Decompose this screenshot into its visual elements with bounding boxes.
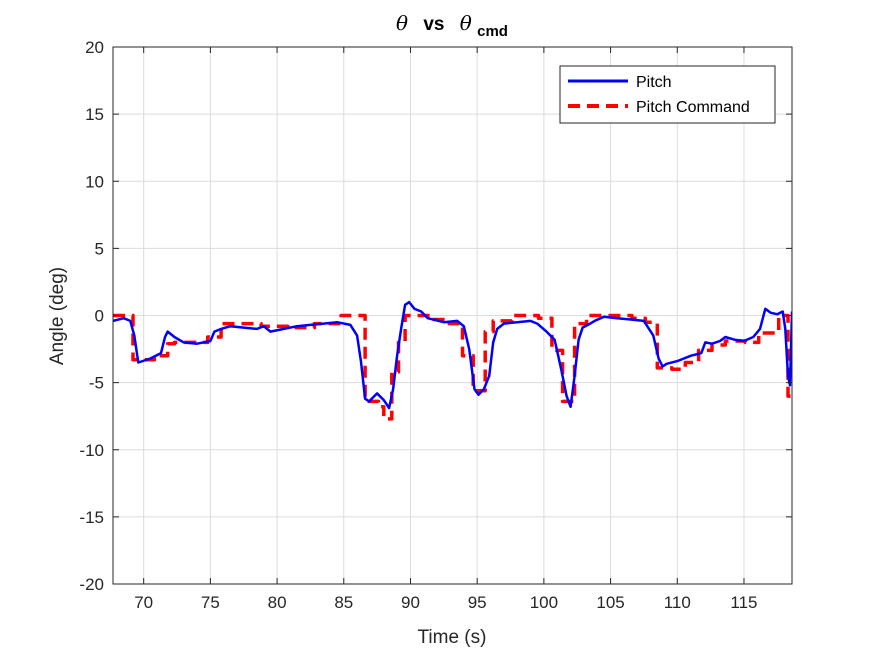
x-tick-label: 110 [664, 593, 691, 612]
legend-box [559, 65, 776, 124]
title-vs: vs [423, 14, 444, 35]
x-tick-label: 105 [596, 593, 624, 612]
y-tick-label: -20 [79, 575, 104, 594]
legend: Pitch Pitch Command [559, 65, 776, 124]
series-line-pitch [113, 300, 792, 410]
y-tick-label: -10 [79, 441, 104, 460]
y-tick-label: 15 [85, 105, 104, 124]
y-axis-label: Angle (deg) [47, 267, 68, 365]
y-tick-label: -15 [79, 508, 104, 527]
x-tick-label: 80 [268, 593, 287, 612]
y-tick-label: -5 [89, 374, 104, 393]
y-tick-label: 0 [95, 307, 104, 326]
title-subscript: cmd [477, 23, 508, 40]
chart-title: θ vs θ cmd [396, 11, 508, 40]
x-tick-label: 75 [201, 593, 220, 612]
series-lines [113, 300, 792, 421]
y-tick-label: 5 [95, 239, 104, 258]
series-line-pitch-command [113, 313, 792, 421]
legend-label-pitch: Pitch [636, 74, 672, 91]
axis-ticks: 70 75 80 85 90 95 100 105 110 115 -20 -15 -10 -5 0 5 10 1… [79, 38, 792, 612]
x-tick-label: 70 [134, 593, 153, 612]
x-tick-label: 115 [730, 593, 757, 612]
title-theta-cmd: θ [460, 11, 472, 35]
x-tick-label: 95 [468, 593, 487, 612]
x-tick-label: 90 [401, 593, 420, 612]
title-theta: θ [396, 11, 408, 35]
x-axis-label: Time (s) [418, 627, 487, 648]
y-tick-label: 10 [85, 172, 104, 191]
y-tick-label: 20 [85, 38, 104, 57]
x-tick-label: 100 [530, 593, 558, 612]
legend-label-pitch-command: Pitch Command [636, 99, 750, 116]
x-tick-label: 85 [334, 593, 353, 612]
